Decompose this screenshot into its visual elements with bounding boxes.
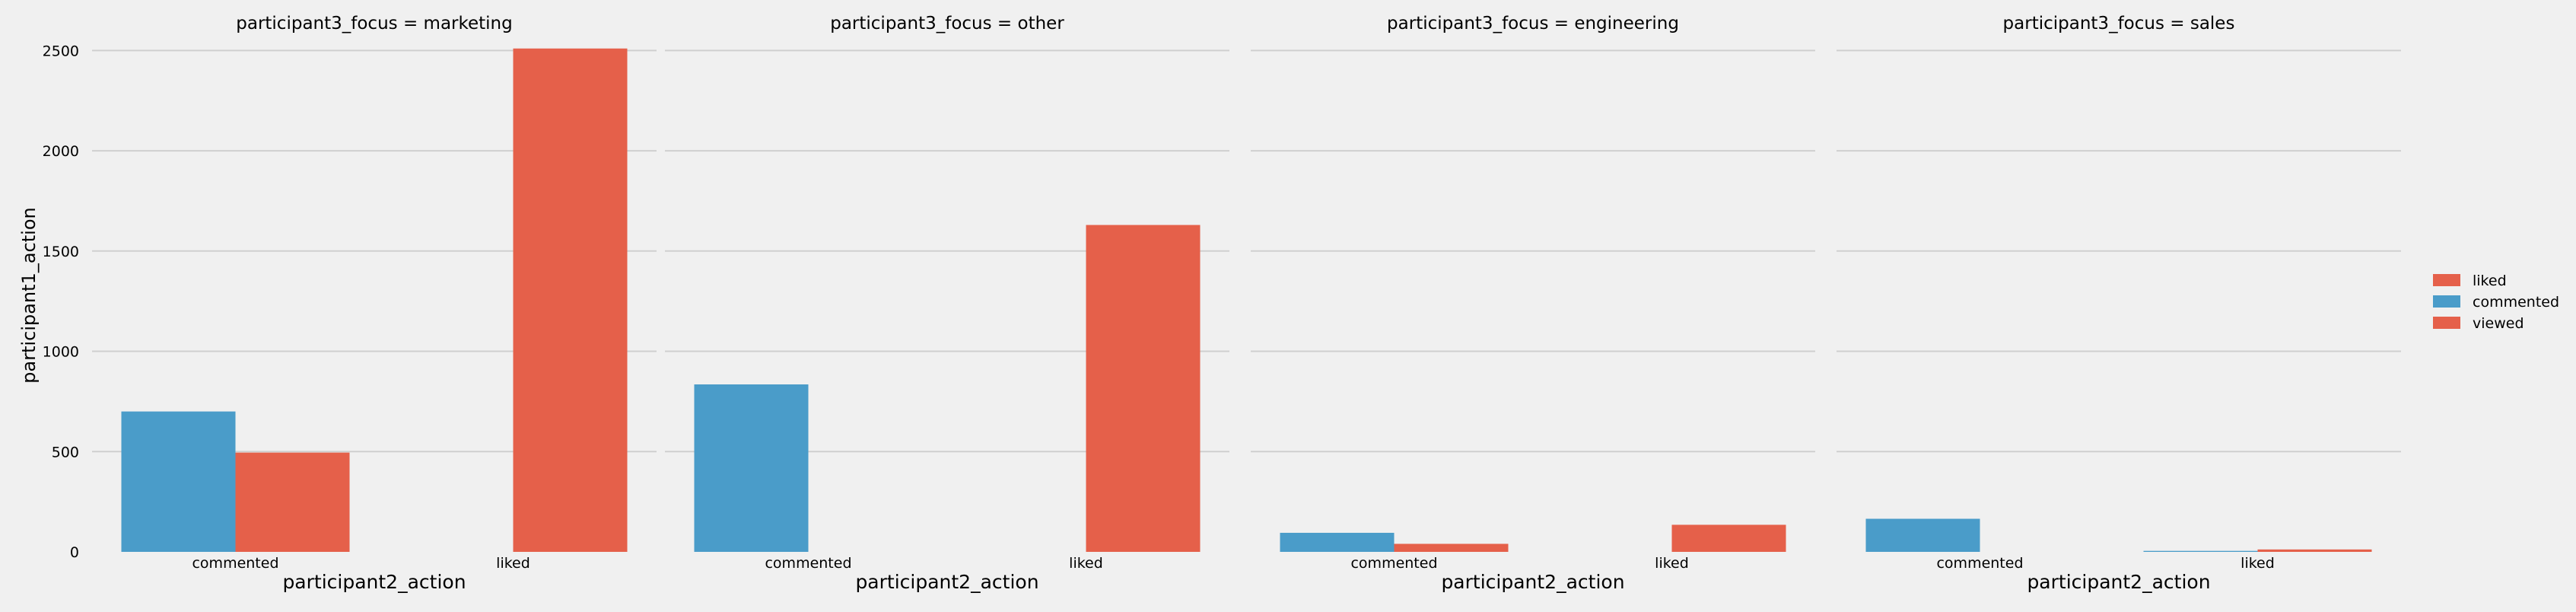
x-tick-label: liked — [496, 555, 530, 572]
y-tick-label: 1500 — [43, 244, 79, 260]
x-tick-label: liked — [1655, 555, 1689, 572]
x-axis-label: participant2_action — [282, 571, 466, 593]
x-tick-label: liked — [1069, 555, 1103, 572]
x-axis-label: participant2_action — [2027, 571, 2210, 593]
y-tick-label: 1000 — [43, 344, 79, 361]
bar — [2257, 549, 2372, 552]
bar — [235, 452, 350, 552]
x-axis-label: participant2_action — [855, 571, 1038, 593]
legend-label: liked — [2473, 273, 2507, 289]
panel-title: participant3_focus = sales — [2003, 14, 2235, 33]
bar — [513, 48, 628, 552]
x-axis-label: participant2_action — [1441, 571, 1624, 593]
y-tick-label: 0 — [70, 544, 79, 561]
x-tick-label: commented — [1350, 555, 1437, 572]
y-axis-label: participant1_action — [18, 207, 40, 383]
legend-swatch — [2433, 317, 2460, 329]
legend-label: viewed — [2473, 315, 2524, 332]
x-tick-label: commented — [192, 555, 278, 572]
bar — [1394, 543, 1509, 552]
bar — [1280, 532, 1395, 552]
bar — [1671, 524, 1786, 552]
y-tick-label: 500 — [52, 444, 79, 461]
panel-title: participant3_focus = marketing — [236, 14, 512, 33]
y-tick-label: 2000 — [43, 143, 79, 160]
legend-label: commented — [2473, 294, 2559, 311]
legend-swatch — [2433, 274, 2460, 286]
y-tick-label: 2500 — [43, 43, 79, 59]
panel-title: participant3_focus = engineering — [1387, 14, 1679, 33]
x-tick-label: commented — [765, 555, 851, 572]
x-tick-label: commented — [1936, 555, 2023, 572]
x-tick-label: liked — [2240, 555, 2275, 572]
bar — [2143, 550, 2258, 552]
legend-swatch — [2433, 295, 2460, 308]
panel-title: participant3_focus = other — [830, 14, 1064, 33]
bar — [1865, 518, 1980, 552]
bar — [121, 411, 236, 552]
bar — [1086, 225, 1201, 552]
bar — [694, 384, 809, 552]
